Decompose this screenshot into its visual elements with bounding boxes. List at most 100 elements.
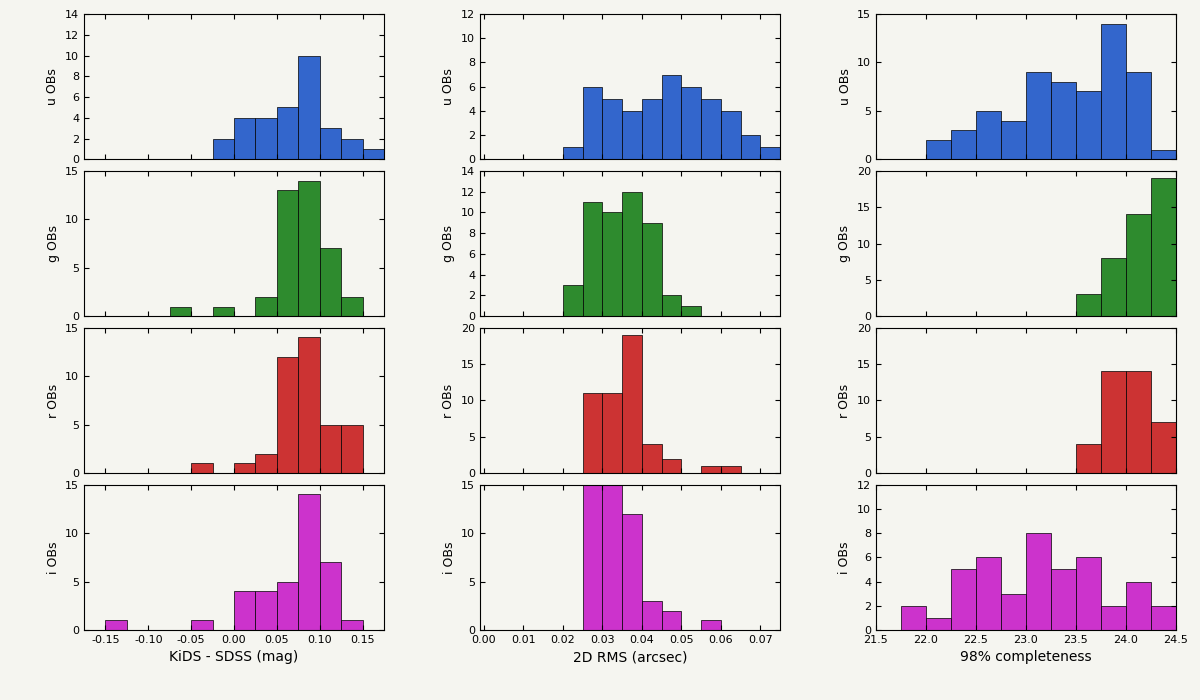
Bar xyxy=(256,297,277,316)
Bar xyxy=(234,463,256,473)
Bar xyxy=(563,147,583,160)
Bar xyxy=(234,592,256,630)
Bar xyxy=(1102,606,1126,630)
Bar xyxy=(299,337,319,473)
Bar xyxy=(1051,82,1076,160)
Bar xyxy=(1076,444,1102,473)
Bar xyxy=(622,514,642,630)
Bar xyxy=(926,618,952,630)
Bar xyxy=(642,223,661,316)
Bar xyxy=(622,111,642,160)
Bar xyxy=(952,130,976,160)
Bar xyxy=(682,306,701,316)
Bar xyxy=(1126,214,1151,316)
Bar xyxy=(602,212,622,316)
Bar xyxy=(362,149,384,160)
Bar xyxy=(901,606,926,630)
Y-axis label: r OBs: r OBs xyxy=(443,384,456,417)
Bar xyxy=(701,466,721,473)
Bar xyxy=(299,181,319,316)
Bar xyxy=(661,610,682,630)
Bar xyxy=(277,582,299,630)
Bar xyxy=(952,570,976,630)
Bar xyxy=(926,140,952,160)
Bar xyxy=(1126,372,1151,473)
Y-axis label: i OBs: i OBs xyxy=(443,541,456,573)
Bar xyxy=(341,297,362,316)
Bar xyxy=(721,466,740,473)
Bar xyxy=(976,557,1001,630)
Y-axis label: i OBs: i OBs xyxy=(839,541,852,573)
Bar xyxy=(169,307,191,316)
Bar xyxy=(256,118,277,160)
Bar xyxy=(341,425,362,473)
Bar xyxy=(1151,422,1176,473)
Bar xyxy=(1026,533,1051,630)
Bar xyxy=(1026,72,1051,160)
Y-axis label: g OBs: g OBs xyxy=(443,225,456,262)
Bar xyxy=(642,444,661,473)
Bar xyxy=(583,393,602,473)
Bar xyxy=(583,87,602,160)
Y-axis label: u OBs: u OBs xyxy=(47,68,60,105)
Y-axis label: i OBs: i OBs xyxy=(47,541,60,573)
Y-axis label: r OBs: r OBs xyxy=(839,384,852,417)
Bar xyxy=(661,74,682,160)
Bar xyxy=(701,620,721,630)
Bar xyxy=(1051,570,1076,630)
X-axis label: KiDS - SDSS (mag): KiDS - SDSS (mag) xyxy=(169,650,299,664)
Bar xyxy=(1102,258,1126,316)
Bar xyxy=(602,99,622,160)
Bar xyxy=(701,99,721,160)
Y-axis label: g OBs: g OBs xyxy=(839,225,852,262)
Bar xyxy=(191,620,212,630)
Bar xyxy=(1076,295,1102,316)
Bar xyxy=(319,425,341,473)
Bar xyxy=(277,190,299,316)
Bar xyxy=(299,494,319,630)
Bar xyxy=(299,55,319,160)
Bar xyxy=(277,357,299,473)
Bar xyxy=(721,111,740,160)
Bar xyxy=(256,592,277,630)
Bar xyxy=(1151,606,1176,630)
Bar xyxy=(319,128,341,160)
Bar xyxy=(642,601,661,630)
X-axis label: 2D RMS (arcsec): 2D RMS (arcsec) xyxy=(572,650,688,664)
Bar xyxy=(191,463,212,473)
Bar xyxy=(212,139,234,160)
Bar xyxy=(1126,582,1151,630)
Bar xyxy=(1001,120,1026,160)
Bar xyxy=(642,99,661,160)
Bar xyxy=(682,87,701,160)
Bar xyxy=(1102,372,1126,473)
Bar xyxy=(341,139,362,160)
Y-axis label: u OBs: u OBs xyxy=(443,68,456,105)
Bar xyxy=(234,118,256,160)
Bar xyxy=(106,620,127,630)
Bar xyxy=(661,295,682,316)
Bar xyxy=(761,147,780,160)
Bar xyxy=(583,202,602,316)
Bar xyxy=(1076,557,1102,630)
Bar xyxy=(1151,150,1176,160)
Y-axis label: u OBs: u OBs xyxy=(839,68,852,105)
Bar xyxy=(622,192,642,316)
Bar xyxy=(602,393,622,473)
Bar xyxy=(661,458,682,473)
Bar xyxy=(277,107,299,160)
Bar xyxy=(319,248,341,316)
Bar xyxy=(1151,178,1176,316)
Bar xyxy=(1001,594,1026,630)
Bar xyxy=(341,620,362,630)
Bar xyxy=(1126,72,1151,160)
Bar xyxy=(622,335,642,473)
Bar xyxy=(1076,92,1102,160)
Bar xyxy=(319,562,341,630)
Y-axis label: g OBs: g OBs xyxy=(47,225,60,262)
Bar xyxy=(602,484,622,630)
Bar xyxy=(583,466,602,630)
Bar xyxy=(740,135,761,160)
Y-axis label: r OBs: r OBs xyxy=(47,384,60,417)
Bar xyxy=(563,285,583,316)
